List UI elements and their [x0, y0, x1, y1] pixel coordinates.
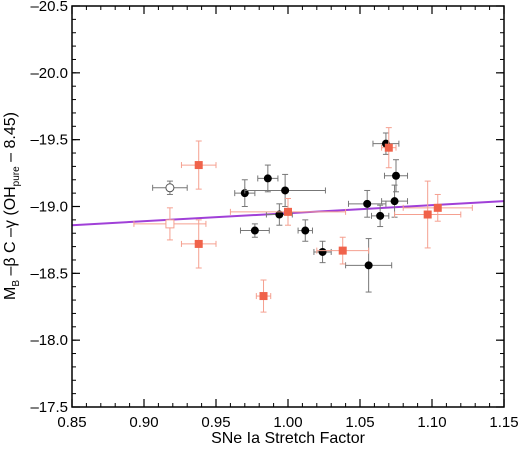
- point-marker: [194, 161, 203, 170]
- point-marker: [194, 239, 203, 248]
- data-point: [239, 223, 270, 238]
- point-marker: [281, 186, 290, 195]
- point-marker: [263, 174, 272, 183]
- point-marker: [301, 226, 310, 235]
- y-tick-label: –18.5: [30, 265, 68, 282]
- point-marker: [165, 183, 175, 193]
- data-point: [255, 279, 272, 313]
- y-tick-label: –17.5: [30, 399, 68, 416]
- data-point: [394, 180, 462, 249]
- point-marker: [384, 143, 393, 152]
- x-tick-label: 1.05: [345, 414, 374, 431]
- data-point: [402, 193, 473, 222]
- y-axis-title-prefix-sub: B: [11, 280, 22, 287]
- data-point: [180, 219, 217, 269]
- point-marker: [284, 207, 292, 216]
- point-marker: [259, 292, 268, 301]
- y-tick-label: –18.0: [30, 332, 68, 349]
- data-points-layer: [133, 127, 473, 313]
- data-point: [152, 180, 188, 195]
- axis-ticks: 0.85 0.90 0.95 1.00 1.05 1.10 1.15 –20.5 –20.0 –1…: [30, 0, 518, 431]
- point-marker: [275, 210, 284, 219]
- y-axis-title-sub: pure: [11, 166, 22, 186]
- x-tick-label: 0.90: [129, 414, 158, 431]
- point-marker: [165, 219, 175, 229]
- data-point: [316, 236, 370, 265]
- y-axis-title-middle: –β C –γ (OH: [2, 186, 19, 280]
- x-tick-label: 0.85: [57, 414, 86, 431]
- point-marker: [318, 247, 327, 256]
- data-point: [257, 164, 279, 193]
- point-marker: [363, 199, 372, 208]
- x-axis-title: SNe Ia Stretch Factor: [211, 430, 366, 447]
- x-tick-label: 0.95: [201, 414, 230, 431]
- data-point: [180, 140, 217, 190]
- data-point: [297, 219, 313, 242]
- data-point: [371, 204, 390, 228]
- data-point: [313, 240, 332, 264]
- x-tick-label: 1.00: [273, 414, 302, 431]
- data-point: [244, 173, 326, 207]
- data-point: [133, 207, 207, 241]
- point-marker: [390, 197, 399, 206]
- data-point: [372, 132, 400, 155]
- y-axis-title: MB –β C –γ (OHpure – 8.45): [2, 112, 22, 300]
- data-point: [381, 127, 397, 169]
- x-tick-label: 1.15: [489, 414, 518, 431]
- data-point: [229, 197, 347, 226]
- point-marker: [376, 211, 385, 220]
- data-point: [345, 238, 393, 293]
- y-tick-label: –19.5: [30, 132, 68, 149]
- y-tick-label: –20.5: [30, 0, 68, 15]
- point-marker: [423, 210, 432, 219]
- y-axis-title-suffix: – 8.45): [2, 112, 19, 166]
- point-marker: [392, 171, 400, 180]
- point-marker: [364, 261, 373, 270]
- y-axis-title-prefix: M: [2, 287, 19, 300]
- y-tick-label: –20.0: [30, 65, 68, 82]
- point-marker: [433, 203, 442, 212]
- y-tick-label: –19.0: [30, 199, 68, 216]
- point-marker: [250, 226, 259, 235]
- point-marker: [338, 246, 347, 255]
- data-point: [347, 189, 387, 218]
- data-point: [383, 159, 409, 193]
- x-tick-label: 1.10: [417, 414, 446, 431]
- data-point: [381, 184, 409, 218]
